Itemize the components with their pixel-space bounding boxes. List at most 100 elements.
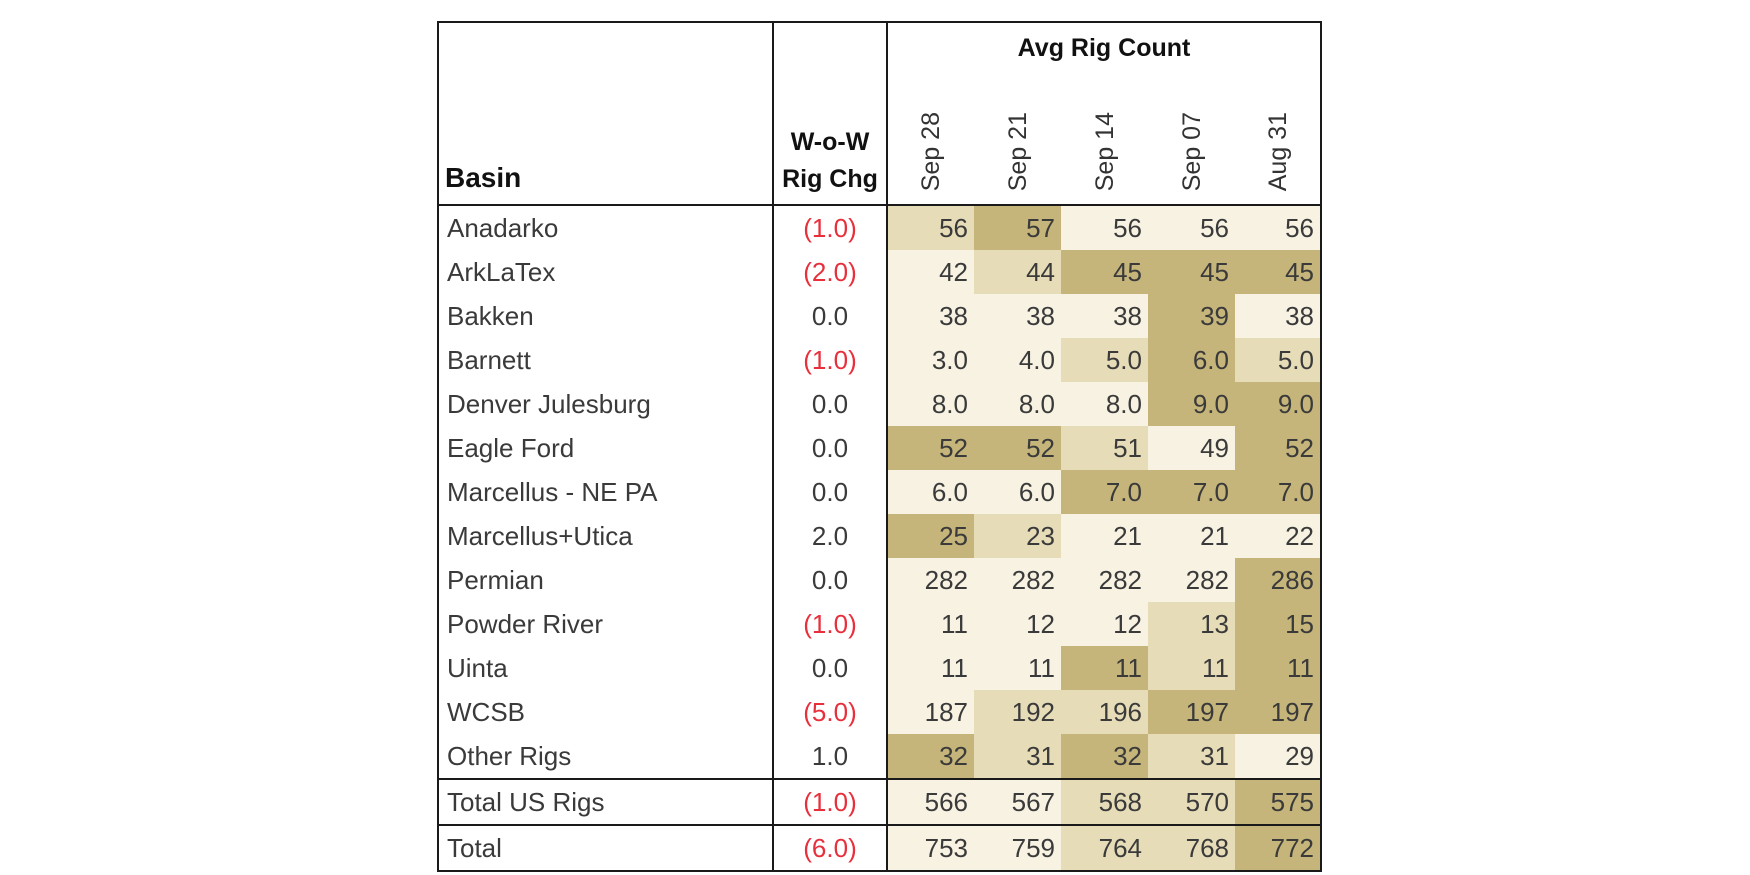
rig-count-cell: 753: [887, 824, 974, 871]
rig-count-cell: 38: [1061, 294, 1148, 338]
change-cell: 0.0: [773, 426, 888, 470]
table-row: WCSB (5.0) 187 192 196 197 197: [438, 690, 1321, 734]
week-header: Aug 31: [1235, 73, 1321, 206]
change-cell: 2.0: [773, 514, 888, 558]
rig-count-cell: 11: [974, 646, 1061, 690]
table-row: Anadarko (1.0) 56 57 56 56 56: [438, 205, 1321, 250]
rig-count-cell: 282: [1061, 558, 1148, 602]
rig-count-cell: 38: [887, 294, 974, 338]
change-cell: 0.0: [773, 646, 888, 690]
week-label: Sep 28: [917, 111, 945, 191]
rig-count-cell: 192: [974, 690, 1061, 734]
rig-count-cell: 12: [974, 602, 1061, 646]
week-header: Sep 21: [974, 73, 1061, 206]
rig-count-cell: 11: [1061, 646, 1148, 690]
basin-name-cell: WCSB: [438, 690, 774, 734]
table-row: Marcellus - NE PA 0.0 6.0 6.0 7.0 7.0 7.0: [438, 470, 1321, 514]
rig-count-cell: 42: [887, 250, 974, 294]
table-row: Denver Julesburg 0.0 8.0 8.0 8.0 9.0 9.0: [438, 382, 1321, 426]
change-cell: (2.0): [773, 250, 888, 294]
rig-count-cell: 196: [1061, 690, 1148, 734]
table-row: Powder River (1.0) 11 12 12 13 15: [438, 602, 1321, 646]
rig-count-cell: 197: [1235, 690, 1321, 734]
rig-count-cell: 22: [1235, 514, 1321, 558]
week-label: Sep 21: [1003, 111, 1032, 191]
rig-count-cell: 6.0: [887, 470, 974, 514]
rig-count-cell: 32: [887, 734, 974, 779]
change-cell: (1.0): [773, 602, 888, 646]
rig-count-table: Basin W-o-W Rig Chg Avg Rig Count Sep 28…: [437, 21, 1322, 872]
basin-name-cell: ArkLaTex: [438, 250, 774, 294]
rig-count-cell: 568: [1061, 778, 1148, 825]
rig-count-cell: 4.0: [974, 338, 1061, 382]
rig-count-cell: 56: [887, 205, 974, 250]
rig-count-cell: 5.0: [1235, 338, 1321, 382]
basin-name-cell: Anadarko: [438, 205, 774, 250]
rig-count-cell: 187: [887, 690, 974, 734]
avg-rig-count-header: Avg Rig Count: [1017, 33, 1191, 62]
rig-count-cell: 286: [1235, 558, 1321, 602]
rig-count-cell: 282: [887, 558, 974, 602]
rig-count-cell: 759: [974, 824, 1061, 871]
basin-name-cell: Total US Rigs: [438, 778, 774, 825]
rig-count-cell: 282: [974, 558, 1061, 602]
rig-count-cell: 6.0: [974, 470, 1061, 514]
change-cell: 0.0: [773, 470, 888, 514]
rig-count-cell: 45: [1235, 250, 1321, 294]
basin-name-cell: Powder River: [438, 602, 774, 646]
rig-count-cell: 768: [1148, 824, 1235, 871]
basin-name-cell: Barnett: [438, 338, 774, 382]
table-row: Barnett (1.0) 3.0 4.0 5.0 6.0 5.0: [438, 338, 1321, 382]
rig-count-cell: 570: [1148, 778, 1235, 825]
rig-count-cell: 11: [1148, 646, 1235, 690]
change-cell: 0.0: [773, 382, 888, 426]
change-header-line2: Rig Chg: [782, 165, 878, 193]
rig-count-cell: 45: [1148, 250, 1235, 294]
rig-count-cell: 772: [1235, 824, 1321, 871]
rig-count-cell: 8.0: [1061, 382, 1148, 426]
rig-count-cell: 197: [1148, 690, 1235, 734]
rig-count-cell: 45: [1061, 250, 1148, 294]
rig-count-cell: 31: [974, 734, 1061, 779]
rig-count-cell: 282: [1148, 558, 1235, 602]
basin-name-cell: Marcellus+Utica: [438, 514, 774, 558]
rig-count-cell: 21: [1061, 514, 1148, 558]
rig-count-cell: 7.0: [1235, 470, 1321, 514]
rig-count-cell: 5.0: [1061, 338, 1148, 382]
change-cell: (6.0): [773, 824, 888, 871]
basin-name-cell: Bakken: [438, 294, 774, 338]
rig-count-cell: 32: [1061, 734, 1148, 779]
rig-count-cell: 575: [1235, 778, 1321, 825]
table-row: Permian 0.0 282 282 282 282 286: [438, 558, 1321, 602]
change-cell: (5.0): [773, 690, 888, 734]
rig-count-cell: 9.0: [1235, 382, 1321, 426]
week-label: Sep 07: [1177, 111, 1206, 191]
week-label: Aug 31: [1263, 111, 1292, 191]
basin-name-cell: Total: [438, 824, 774, 871]
table-row: Eagle Ford 0.0 52 52 51 49 52: [438, 426, 1321, 470]
change-cell: 1.0: [773, 734, 888, 779]
rig-count-cell: 29: [1235, 734, 1321, 779]
rig-count-cell: 15: [1235, 602, 1321, 646]
week-header: Sep 07: [1148, 73, 1235, 206]
change-cell: (1.0): [773, 205, 888, 250]
rig-count-cell: 52: [887, 426, 974, 470]
week-header: Sep 28: [887, 73, 974, 206]
table-row: Marcellus+Utica 2.0 25 23 21 21 22: [438, 514, 1321, 558]
rig-count-cell: 56: [1235, 205, 1321, 250]
rig-count-cell: 566: [887, 778, 974, 825]
change-header: W-o-W Rig Chg: [773, 22, 888, 206]
rig-count-cell: 49: [1148, 426, 1235, 470]
rig-count-cell: 51: [1061, 426, 1148, 470]
rig-count-cell: 38: [1235, 294, 1321, 338]
rig-count-cell: 57: [974, 205, 1061, 250]
rig-count-cell: 44: [974, 250, 1061, 294]
table-body: Anadarko (1.0) 56 57 56 56 56 ArkLaTex (2.0) 42 44…: [438, 205, 1321, 871]
rig-count-cell: 11: [887, 602, 974, 646]
rig-count-cell: 11: [1235, 646, 1321, 690]
rig-count-cell: 13: [1148, 602, 1235, 646]
change-cell: 0.0: [773, 558, 888, 602]
rig-count-cell: 38: [974, 294, 1061, 338]
table-row: ArkLaTex (2.0) 42 44 45 45 45: [438, 250, 1321, 294]
rig-count-cell: 12: [1061, 602, 1148, 646]
